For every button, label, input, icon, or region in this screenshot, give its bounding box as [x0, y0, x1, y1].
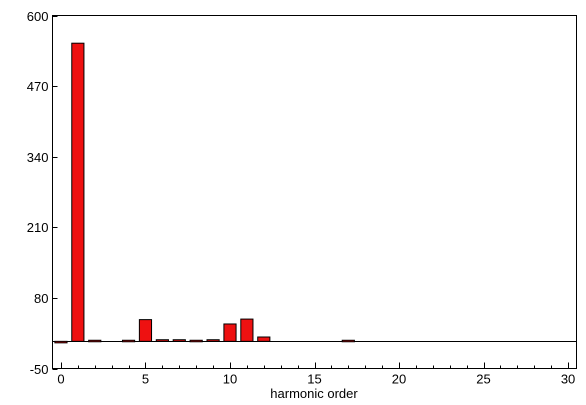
y-tick-label: 470: [27, 79, 49, 94]
plot-frame: [52, 15, 577, 369]
bar-harmonic-8: [189, 339, 203, 343]
bar-harmonic-1: [71, 42, 85, 342]
bar-harmonic-0: [54, 340, 68, 344]
bar-harmonic-17: [341, 339, 355, 343]
y-tick-label: 340: [27, 150, 49, 165]
bar-harmonic-5: [138, 319, 153, 342]
bar-harmonic-2: [88, 339, 102, 343]
bar-harmonic-6: [155, 339, 169, 342]
bar-harmonic-10: [223, 323, 237, 342]
bar-harmonic-12: [257, 336, 271, 342]
x-axis-label: harmonic order: [270, 386, 358, 401]
bar-harmonic-9: [206, 339, 220, 342]
x-tick-label: 0: [57, 372, 64, 387]
y-tick-label: 80: [34, 291, 48, 306]
x-axis: 0 5 10 15 20 25 30: [57, 362, 575, 387]
y-axis: -50 80 210 340 470 600: [27, 9, 58, 377]
bars-group: [54, 42, 355, 344]
x-tick-label: 10: [223, 372, 237, 387]
bar-harmonic-11: [240, 318, 254, 342]
y-tick-label: -50: [30, 362, 49, 377]
x-tick-label: 25: [476, 372, 490, 387]
bar-harmonic-4: [121, 339, 136, 343]
y-tick-label: 210: [27, 220, 49, 235]
y-tick-label: 600: [27, 9, 49, 24]
x-tick-label: 5: [142, 372, 149, 387]
bar-harmonic-7: [172, 339, 186, 342]
x-tick-label: 15: [307, 372, 321, 387]
x-tick-label: 20: [392, 372, 406, 387]
x-tick-label: 30: [561, 372, 575, 387]
